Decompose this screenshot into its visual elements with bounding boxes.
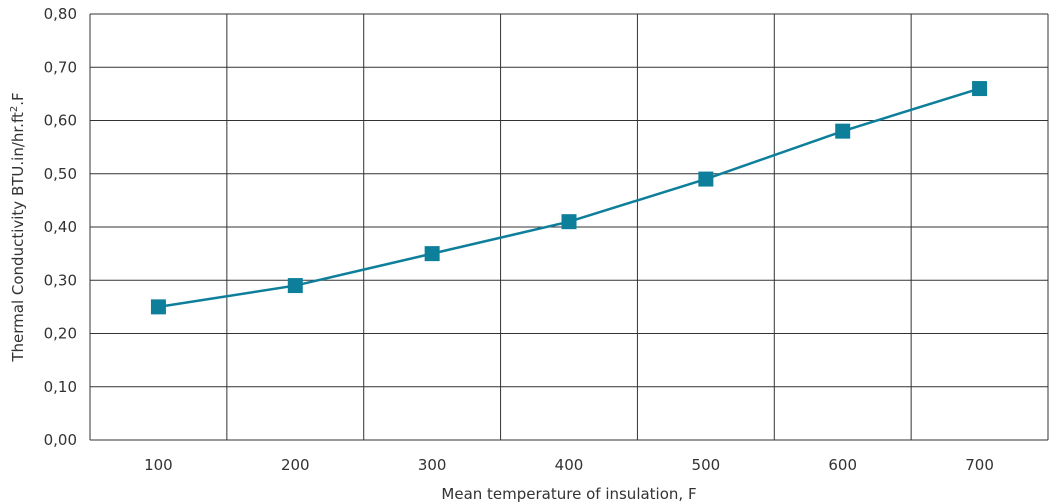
x-tick-label: 200: [281, 456, 310, 474]
y-axis-title-main: Thermal Conductivity BTU.in/hr.ft: [9, 112, 27, 363]
x-axis-title: Mean temperature of insulation, F: [441, 485, 696, 503]
y-axis-title: Thermal Conductivity BTU.in/hr.ft2.F: [9, 92, 27, 362]
data-point-marker: [424, 246, 440, 262]
data-point-marker: [561, 214, 577, 230]
x-tick-label: 600: [828, 456, 857, 474]
data-point-marker: [287, 278, 303, 294]
y-tick-label: 0,40: [44, 218, 77, 236]
y-tick-labels: 0,00 0,10 0,20 0,30 0,40 0,50 0,60 0,70 0,80: [44, 5, 77, 449]
x-tick-label: 500: [692, 456, 721, 474]
x-tick-labels: 100 200 300 400 500 600 700: [144, 456, 994, 474]
y-tick-label: 0,00: [44, 431, 77, 449]
data-point-marker: [150, 299, 166, 315]
y-axis-title-sup: 2: [9, 106, 20, 112]
data-point-marker: [835, 123, 851, 139]
data-point-marker: [972, 81, 988, 97]
x-tick-label: 700: [965, 456, 994, 474]
x-tick-label: 400: [555, 456, 584, 474]
data-point-marker: [698, 171, 714, 187]
y-tick-label: 0,10: [44, 378, 77, 396]
x-tick-label: 300: [418, 456, 447, 474]
y-tick-label: 0,30: [44, 271, 77, 289]
y-tick-label: 0,60: [44, 112, 77, 130]
y-tick-label: 0,70: [44, 58, 77, 76]
y-axis-title-suffix: .F: [9, 92, 27, 105]
y-tick-label: 0,20: [44, 325, 77, 343]
series: [150, 81, 988, 315]
x-tick-label: 100: [144, 456, 173, 474]
y-tick-label: 0,50: [44, 165, 77, 183]
y-tick-label: 0,80: [44, 5, 77, 23]
series-line: [158, 87, 980, 309]
